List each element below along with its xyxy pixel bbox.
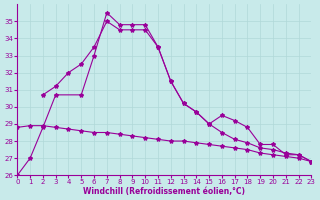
X-axis label: Windchill (Refroidissement éolien,°C): Windchill (Refroidissement éolien,°C)	[84, 187, 245, 196]
